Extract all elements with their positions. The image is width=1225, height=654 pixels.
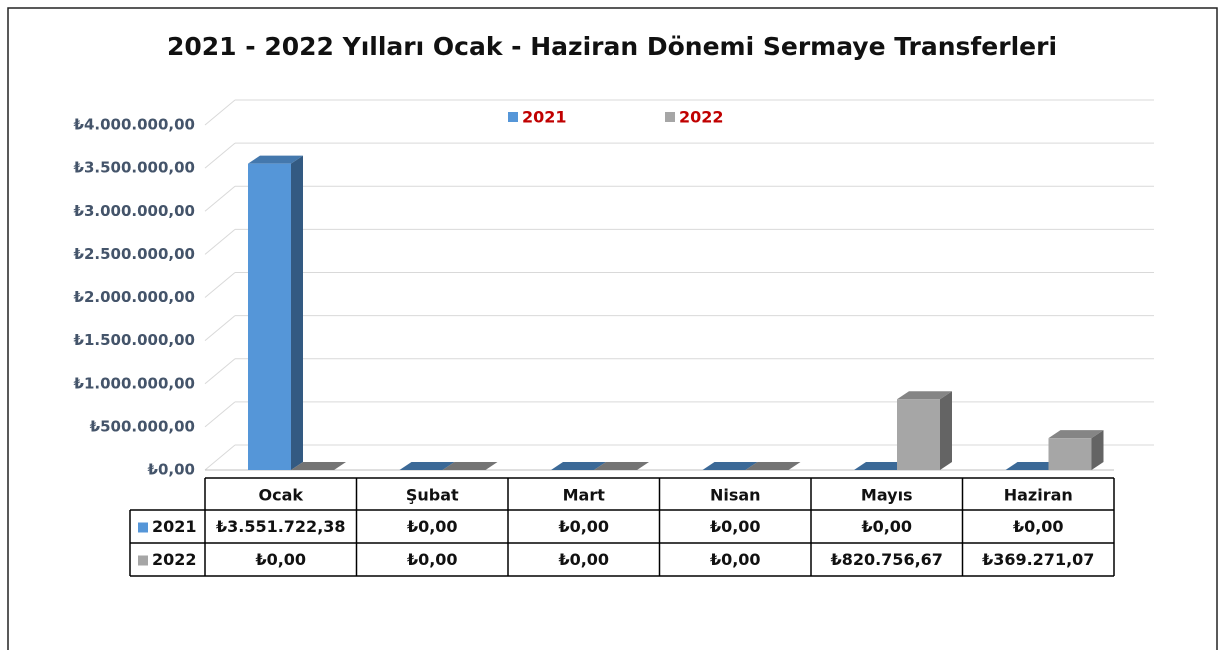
bar-top [897,391,952,400]
chart-frame [7,7,1218,654]
table-legend-swatch [138,555,148,566]
y-tick-label: ₺1.000.000,00 [74,374,195,392]
y-tick-label: ₺2.500.000,00 [74,245,195,263]
bar-top [442,462,498,470]
y-tick-label: ₺4.000.000,00 [74,116,195,134]
bar-top [248,155,303,164]
x-tick-label: Nisan [710,486,761,505]
table-cell: ₺3.551.722,38 [216,517,346,536]
table-cell: ₺820.756,67 [831,550,943,569]
y-tick-label: ₺3.000.000,00 [74,202,195,220]
x-tick-label: Şubat [406,486,459,505]
bar-top [854,462,909,470]
x-tick-label: Haziran [1004,486,1073,505]
bar-top [291,462,346,470]
legend-label: 2022 [679,108,724,127]
bar-top [594,462,649,470]
grid-line [204,142,236,169]
table-cell: ₺0,00 [255,550,306,569]
table-series-label: 2021 [152,517,197,536]
x-tick-label: Mayıs [861,486,913,505]
y-tick-label: ₺500.000,00 [90,417,195,435]
grid-line [204,272,236,298]
bar-top [1048,430,1104,439]
grid-line [204,444,236,471]
y-tick-label: ₺0,00 [148,461,195,479]
bar-top [1005,462,1061,470]
bar-side [1091,430,1104,470]
bar [248,163,291,470]
table-cell: ₺0,00 [1013,517,1064,536]
grid-line [204,228,236,255]
grid-line [204,315,236,342]
table-legend-swatch [138,522,148,533]
y-tick-label: ₺2.000.000,00 [74,288,195,306]
grid-line [204,99,236,126]
bar-top [745,462,801,470]
legend-swatch [508,112,518,122]
table-cell: ₺369.271,07 [982,550,1094,569]
legend-label: 2021 [522,108,567,127]
table-cell: ₺0,00 [407,550,458,569]
y-tick-label: ₺3.500.000,00 [74,159,195,177]
table-series-label: 2022 [152,550,197,569]
bar [1048,438,1092,470]
legend-swatch [665,112,675,122]
x-tick-label: Ocak [258,486,303,505]
bar-side [940,391,952,470]
table-cell: ₺0,00 [710,517,761,536]
grid-line [204,358,236,385]
x-tick-label: Mart [563,486,606,505]
bar-top [702,462,758,470]
table-cell: ₺0,00 [710,550,761,569]
grid-line [204,185,236,212]
grid-line [204,401,236,428]
y-tick-label: ₺1.500.000,00 [74,331,195,349]
table-cell: ₺0,00 [861,517,912,536]
table-cell: ₺0,00 [558,550,609,569]
table-cell: ₺0,00 [407,517,458,536]
bar [897,399,940,470]
bar-top [551,462,606,470]
bar-top [399,462,455,470]
chart-title: 2021 - 2022 Yılları Ocak - Haziran Dönem… [167,32,1057,61]
table-cell: ₺0,00 [558,517,609,536]
bar-side [291,155,303,470]
